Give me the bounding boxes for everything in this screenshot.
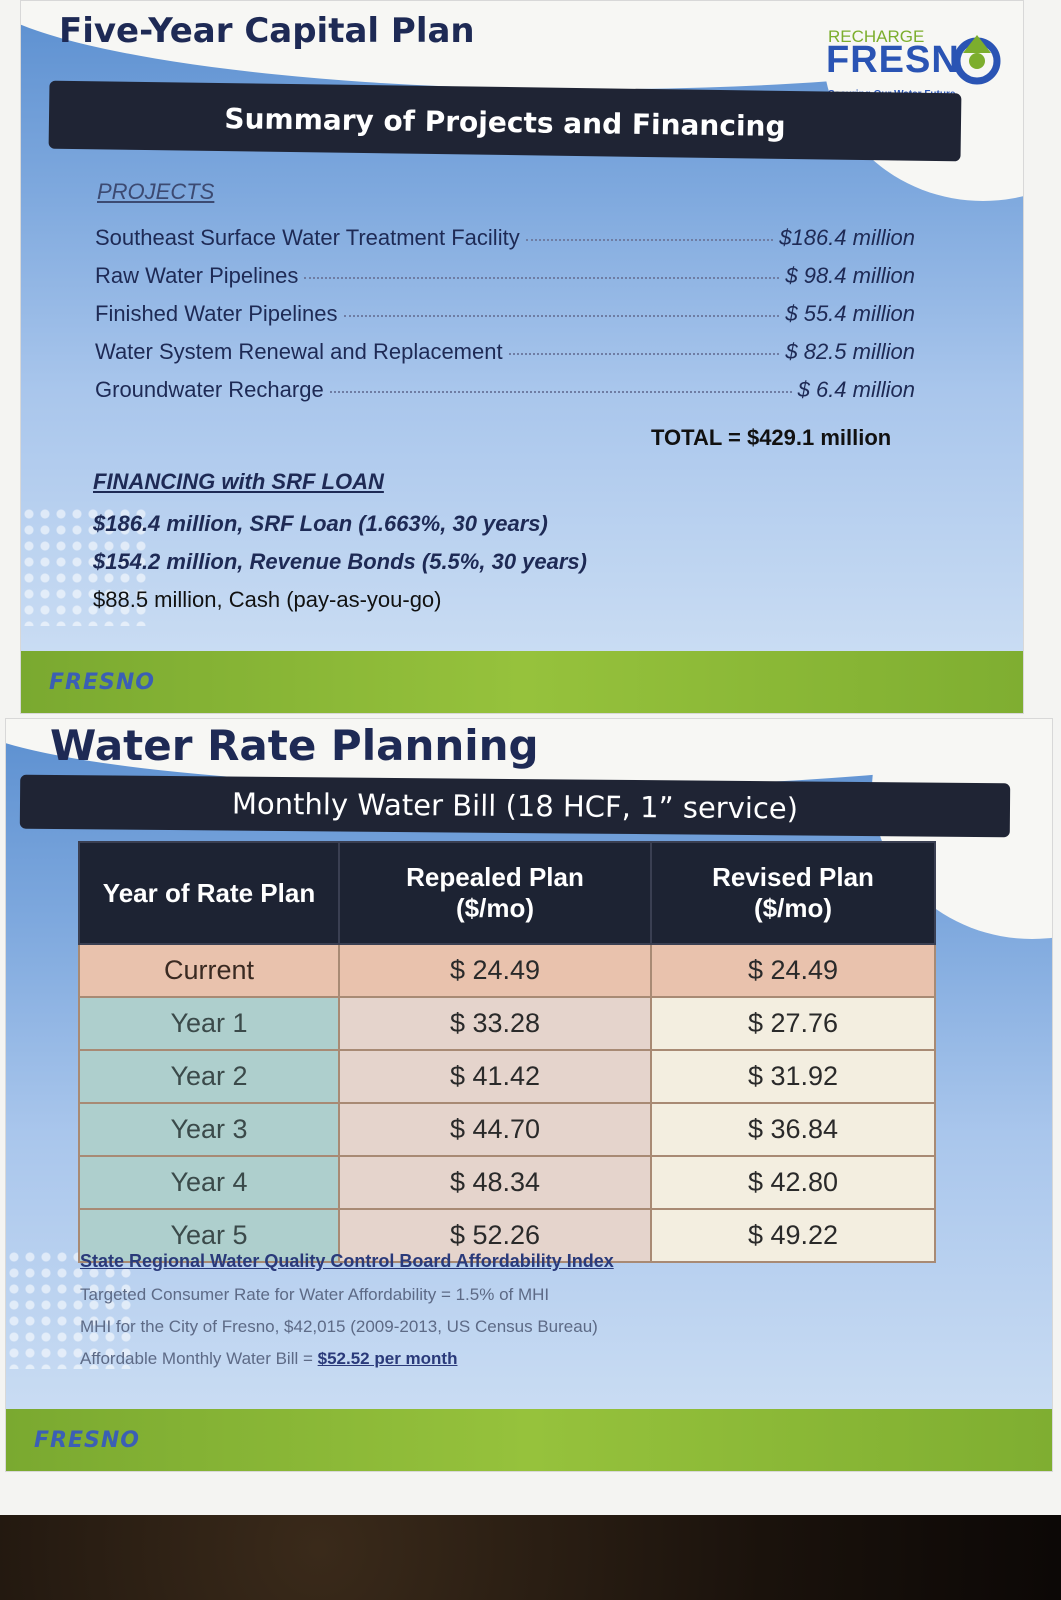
revised-cell: $ 42.80	[650, 1155, 936, 1210]
dotted-leader	[329, 391, 792, 393]
project-row: Finished Water Pipelines $ 55.4 million	[95, 301, 915, 331]
project-name: Raw Water Pipelines	[95, 263, 299, 288]
year-cell: Current	[78, 943, 340, 998]
financing-heading: FINANCING with SRF LOAN	[93, 469, 384, 494]
year-cell: Year 3	[78, 1102, 340, 1157]
project-row: Southeast Surface Water Treatment Facili…	[95, 225, 915, 255]
financing-line: $186.4 million, SRF Loan (1.663%, 30 yea…	[93, 511, 548, 536]
dot-pattern	[21, 506, 151, 626]
repealed-cell: $ 24.49	[338, 943, 652, 998]
year-cell: Year 5	[78, 1208, 340, 1263]
revised-cell: $ 31.92	[650, 1049, 936, 1104]
dotted-leader	[304, 277, 780, 279]
revised-cell: $ 27.76	[650, 996, 936, 1051]
revised-cell: $ 24.49	[650, 943, 936, 998]
monthly-bill-banner: Monthly Water Bill (18 HCF, 1” service)	[19, 774, 1011, 838]
fresno-footer-logo: FRESNO	[49, 670, 155, 695]
affordable-bill-value: $52.52 per month	[317, 1349, 458, 1368]
affordability-note: Targeted Consumer Rate for Water Afforda…	[80, 1285, 550, 1304]
column-header: Repealed Plan ($/mo)	[338, 841, 652, 945]
affordability-heading: State Regional Water Quality Control Boa…	[80, 1251, 614, 1271]
water-rate-slide: Water Rate Planning Monthly Water Bill (…	[5, 718, 1053, 1472]
project-row: Groundwater Recharge $ 6.4 million	[95, 377, 915, 407]
project-name: Groundwater Recharge	[95, 377, 324, 402]
project-amount: $ 6.4 million	[797, 377, 915, 402]
project-amount: $ 82.5 million	[785, 339, 915, 364]
column-header: Year of Rate Plan	[78, 841, 340, 945]
logo-recharge-text: RECHARGE	[828, 27, 925, 46]
project-amount: $186.4 million	[779, 225, 915, 250]
summary-banner: Summary of Projects and Financing	[48, 80, 962, 162]
affordable-bill-label: Affordable Monthly Water Bill =	[80, 1349, 318, 1368]
dotted-leader	[525, 239, 774, 241]
dotted-leader	[508, 353, 780, 355]
revised-cell: $ 49.22	[650, 1208, 936, 1263]
affordability-note: Affordable Monthly Water Bill = $52.52 p…	[80, 1349, 457, 1369]
table-row: Year 5 $ 52.26 $ 49.22	[78, 1208, 936, 1263]
table-row: Year 4 $ 48.34 $ 42.80	[78, 1155, 936, 1210]
table-row: Year 3 $ 44.70 $ 36.84	[78, 1102, 936, 1157]
dotted-leader	[343, 315, 780, 317]
affordability-note: MHI for the City of Fresno, $42,015 (200…	[80, 1317, 598, 1336]
project-row: Water System Renewal and Replacement $ 8…	[95, 339, 915, 369]
year-cell: Year 4	[78, 1155, 340, 1210]
logo-fresno-text: FRESN	[826, 39, 960, 81]
projects-total: TOTAL = $429.1 million	[651, 425, 892, 450]
projects-heading: PROJECTS	[97, 179, 215, 204]
revised-cell: $ 36.84	[650, 1102, 936, 1157]
capital-plan-slide: Five-Year Capital Plan RECHARGE FRESN Se…	[20, 0, 1024, 714]
project-amount: $ 55.4 million	[785, 301, 915, 326]
paper-sheet: Five-Year Capital Plan RECHARGE FRESN Se…	[5, 0, 1053, 1472]
column-header-label: Repealed Plan ($/mo)	[406, 862, 584, 923]
repealed-cell: $ 41.42	[338, 1049, 652, 1104]
rate-table: Year of Rate Plan Repealed Plan ($/mo) R…	[78, 841, 936, 1263]
project-name: Water System Renewal and Replacement	[95, 339, 503, 364]
repealed-cell: $ 44.70	[338, 1102, 652, 1157]
financing-line: $154.2 million, Revenue Bonds (5.5%, 30 …	[93, 549, 587, 574]
column-header-label: Year of Rate Plan	[102, 877, 316, 908]
footer-band: FRESNO	[6, 1409, 1052, 1471]
year-cell: Year 1	[78, 996, 340, 1051]
column-header-label: Revised Plan ($/mo)	[712, 862, 874, 923]
project-name: Southeast Surface Water Treatment Facili…	[95, 225, 520, 250]
repealed-cell: $ 52.26	[338, 1208, 652, 1263]
project-amount: $ 98.4 million	[785, 263, 915, 288]
project-row: Raw Water Pipelines $ 98.4 million	[95, 263, 915, 293]
slide-title: Water Rate Planning	[50, 721, 539, 770]
table-header-row: Year of Rate Plan Repealed Plan ($/mo) R…	[78, 841, 936, 945]
table-row: Year 1 $ 33.28 $ 27.76	[78, 996, 936, 1051]
financing-line: $88.5 million, Cash (pay-as-you-go)	[93, 587, 442, 612]
fresno-footer-logo: FRESNO	[34, 1428, 140, 1453]
recharge-fresno-logo: RECHARGE FRESN Securing Our Water Future	[826, 27, 1003, 103]
dot-pattern	[6, 1249, 136, 1369]
table-row: Year 2 $ 41.42 $ 31.92	[78, 1049, 936, 1104]
repealed-cell: $ 33.28	[338, 996, 652, 1051]
footer-band: FRESNO	[21, 651, 1023, 713]
repealed-cell: $ 48.34	[338, 1155, 652, 1210]
column-header: Revised Plan ($/mo)	[650, 841, 936, 945]
project-name: Finished Water Pipelines	[95, 301, 338, 326]
floor-background	[0, 1515, 1061, 1600]
year-cell: Year 2	[78, 1049, 340, 1104]
slide-title: Five-Year Capital Plan	[59, 11, 475, 51]
table-row: Current $ 24.49 $ 24.49	[78, 943, 936, 998]
water-swirl-icon	[953, 35, 1001, 85]
